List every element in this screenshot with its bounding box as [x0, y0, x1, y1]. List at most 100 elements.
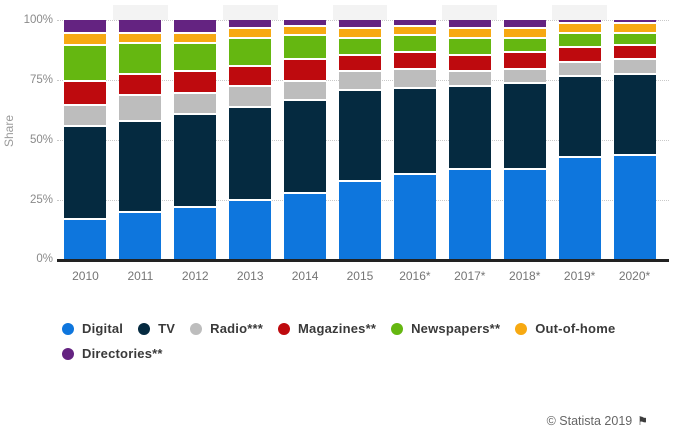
bar-segment-out-of-home[interactable] — [613, 22, 656, 32]
bar-segment-tv[interactable] — [503, 82, 546, 169]
bar-segment-out-of-home[interactable] — [558, 22, 601, 32]
legend-item-radio[interactable]: Radio*** — [190, 321, 263, 336]
bar-segment-tv[interactable] — [64, 125, 107, 219]
bar-segment-radio[interactable] — [119, 94, 162, 121]
bar-segment-directories[interactable] — [229, 20, 272, 28]
bar-segment-digital[interactable] — [229, 199, 272, 259]
bar-segment-radio[interactable] — [229, 84, 272, 107]
bar-segment-digital[interactable] — [284, 192, 327, 259]
bar-segment-magazines[interactable] — [503, 51, 546, 68]
bar-segment-out-of-home[interactable] — [229, 27, 272, 37]
bar-segment-magazines[interactable] — [448, 53, 491, 71]
bar-segment-radio[interactable] — [393, 67, 436, 87]
bar-segment-out-of-home[interactable] — [393, 24, 436, 35]
bar-segment-digital[interactable] — [119, 211, 162, 259]
bar-segment-directories[interactable] — [338, 20, 381, 28]
bar-segment-tv[interactable] — [119, 120, 162, 212]
bar-segment-out-of-home[interactable] — [338, 27, 381, 37]
bar-segment-magazines[interactable] — [119, 72, 162, 95]
bar-segment-magazines[interactable] — [613, 43, 656, 59]
legend-label-tv: TV — [158, 321, 176, 336]
bar-segment-directories[interactable] — [503, 20, 546, 28]
bar-2010[interactable] — [64, 20, 107, 259]
bar-segment-newspapers[interactable] — [119, 41, 162, 73]
bar-segment-newspapers[interactable] — [174, 41, 217, 71]
bar-segment-newspapers[interactable] — [64, 43, 107, 80]
bar-segment-newspapers[interactable] — [613, 32, 656, 44]
bar-segment-radio[interactable] — [613, 58, 656, 73]
bar-segment-tv[interactable] — [284, 98, 327, 193]
bar-segment-out-of-home[interactable] — [119, 32, 162, 42]
bar-segment-out-of-home[interactable] — [503, 27, 546, 37]
bar-segment-digital[interactable] — [338, 180, 381, 259]
bar-2013[interactable] — [229, 20, 272, 259]
bar-segment-magazines[interactable] — [393, 51, 436, 68]
bar-segment-newspapers[interactable] — [393, 34, 436, 52]
bar-2016[interactable] — [393, 20, 436, 259]
bar-segment-newspapers[interactable] — [338, 36, 381, 54]
bar-segment-directories[interactable] — [119, 20, 162, 32]
bar-segment-digital[interactable] — [503, 168, 546, 259]
column-2010: 2010 — [58, 5, 113, 283]
bar-segment-digital[interactable] — [64, 218, 107, 259]
bar-segment-directories[interactable] — [613, 20, 656, 23]
bar-segment-radio[interactable] — [284, 79, 327, 99]
legend-item-tv[interactable]: TV — [138, 321, 175, 336]
legend-item-directories[interactable]: Directories** — [62, 346, 163, 361]
bar-segment-tv[interactable] — [338, 89, 381, 181]
bar-segment-radio[interactable] — [503, 67, 546, 83]
bar-segment-digital[interactable] — [174, 206, 217, 259]
bar-2014[interactable] — [284, 20, 327, 259]
bar-segment-out-of-home[interactable] — [448, 27, 491, 37]
bar-segment-radio[interactable] — [64, 103, 107, 126]
bar-segment-out-of-home[interactable] — [174, 32, 217, 42]
bar-segment-digital[interactable] — [613, 153, 656, 259]
bar-segment-magazines[interactable] — [338, 53, 381, 71]
bar-segment-radio[interactable] — [558, 60, 601, 75]
bar-segment-tv[interactable] — [448, 84, 491, 169]
bar-segment-directories[interactable] — [393, 20, 436, 25]
bar-segment-directories[interactable] — [64, 20, 107, 32]
bar-segment-newspapers[interactable] — [284, 34, 327, 59]
bar-segment-tv[interactable] — [174, 113, 217, 207]
bar-segment-magazines[interactable] — [558, 46, 601, 61]
bar-segment-newspapers[interactable] — [229, 36, 272, 66]
bar-segment-digital[interactable] — [393, 172, 436, 259]
bar-segment-digital[interactable] — [558, 156, 601, 259]
bar-segment-tv[interactable] — [613, 72, 656, 154]
legend-item-out-of-home[interactable]: Out-of-home — [515, 321, 615, 336]
bar-segment-out-of-home[interactable] — [284, 24, 327, 35]
bar-segment-newspapers[interactable] — [558, 32, 601, 47]
bar-segment-newspapers[interactable] — [503, 36, 546, 52]
bar-segment-directories[interactable] — [174, 20, 217, 32]
bar-segment-magazines[interactable] — [229, 65, 272, 85]
bar-segment-magazines[interactable] — [174, 70, 217, 92]
bar-2019[interactable] — [558, 20, 601, 259]
bar-segment-digital[interactable] — [448, 168, 491, 259]
bar-2017[interactable] — [448, 20, 491, 259]
bar-2020[interactable] — [613, 20, 656, 259]
bar-segment-tv[interactable] — [229, 106, 272, 200]
bar-segment-out-of-home[interactable] — [64, 32, 107, 44]
bar-segment-newspapers[interactable] — [448, 36, 491, 54]
bar-segment-magazines[interactable] — [64, 79, 107, 104]
bar-2011[interactable] — [119, 20, 162, 259]
bar-segment-tv[interactable] — [558, 74, 601, 157]
bar-segment-radio[interactable] — [448, 70, 491, 85]
legend-item-newspapers[interactable]: Newspapers** — [391, 321, 500, 336]
bar-segment-directories[interactable] — [558, 20, 601, 23]
x-tick-2013: 2013 — [236, 269, 264, 283]
bar-2018[interactable] — [503, 20, 546, 259]
flag-icon[interactable]: ⚑ — [637, 414, 648, 428]
bar-segment-directories[interactable] — [284, 20, 327, 25]
legend-item-magazines[interactable]: Magazines** — [278, 321, 376, 336]
bar-segment-tv[interactable] — [393, 86, 436, 173]
bar-segment-radio[interactable] — [174, 91, 217, 114]
bar-segment-directories[interactable] — [448, 20, 491, 28]
legend-item-digital[interactable]: Digital — [62, 321, 123, 336]
bar-segment-magazines[interactable] — [284, 58, 327, 80]
bar-2015[interactable] — [338, 20, 381, 259]
bar-2012[interactable] — [174, 20, 217, 259]
bar-segment-radio[interactable] — [338, 70, 381, 90]
x-tick-2010: 2010 — [72, 269, 99, 283]
